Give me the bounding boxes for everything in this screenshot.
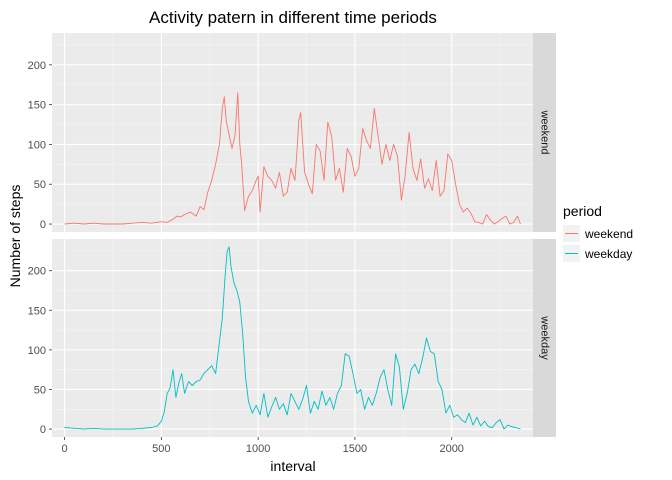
y-tick-label: 50: [34, 179, 46, 191]
facet-panel-weekday: 0 50 100 150 200 weekday: [28, 239, 556, 437]
x-axis-title: interval: [270, 458, 315, 474]
legend-label: weekday: [584, 247, 632, 261]
series-line-weekend: [64, 92, 521, 225]
panel-background: [52, 239, 533, 437]
x-tick-label: 1000: [246, 443, 270, 455]
legend-keys: weekend weekday: [563, 225, 633, 262]
y-tick-label: 0: [40, 424, 46, 436]
facet-strip-label: weekday: [539, 315, 551, 360]
y-tick-label: 200: [28, 60, 46, 72]
y-axis-title: Number of steps: [7, 185, 23, 288]
y-tick-label: 200: [28, 266, 46, 278]
y-tick-label: 0: [40, 219, 46, 231]
legend: period weekend weekday: [563, 203, 633, 262]
x-tick-label: 2000: [439, 443, 463, 455]
series-line-weekday: [64, 246, 521, 430]
legend-item-weekend: weekend: [563, 225, 633, 242]
panel-background: [52, 33, 533, 232]
y-tick-label: 50: [34, 384, 46, 396]
facet-strip-label: weekend: [539, 109, 551, 154]
legend-title: period: [563, 203, 602, 219]
x-tick-label: 0: [62, 443, 68, 455]
y-tick-label: 100: [28, 345, 46, 357]
facet-strip: [533, 33, 556, 232]
facet-panel-weekend: 0 50 100 150 200 weekend: [28, 33, 556, 232]
x-axis: 0 500 1000 1500 2000: [62, 437, 464, 455]
y-tick-label: 100: [28, 139, 46, 151]
y-tick-label: 150: [28, 100, 46, 112]
x-tick-label: 500: [152, 443, 170, 455]
legend-label: weekend: [584, 227, 633, 241]
y-tick-label: 150: [28, 305, 46, 317]
chart-title: Activity patern in different time period…: [149, 8, 437, 27]
legend-item-weekday: weekday: [563, 245, 632, 262]
facet-strip: [533, 239, 556, 437]
x-tick-label: 1500: [343, 443, 367, 455]
facet-panels: 0 50 100 150 200 weekend 0 50 100 150 200 weekday: [28, 33, 556, 437]
